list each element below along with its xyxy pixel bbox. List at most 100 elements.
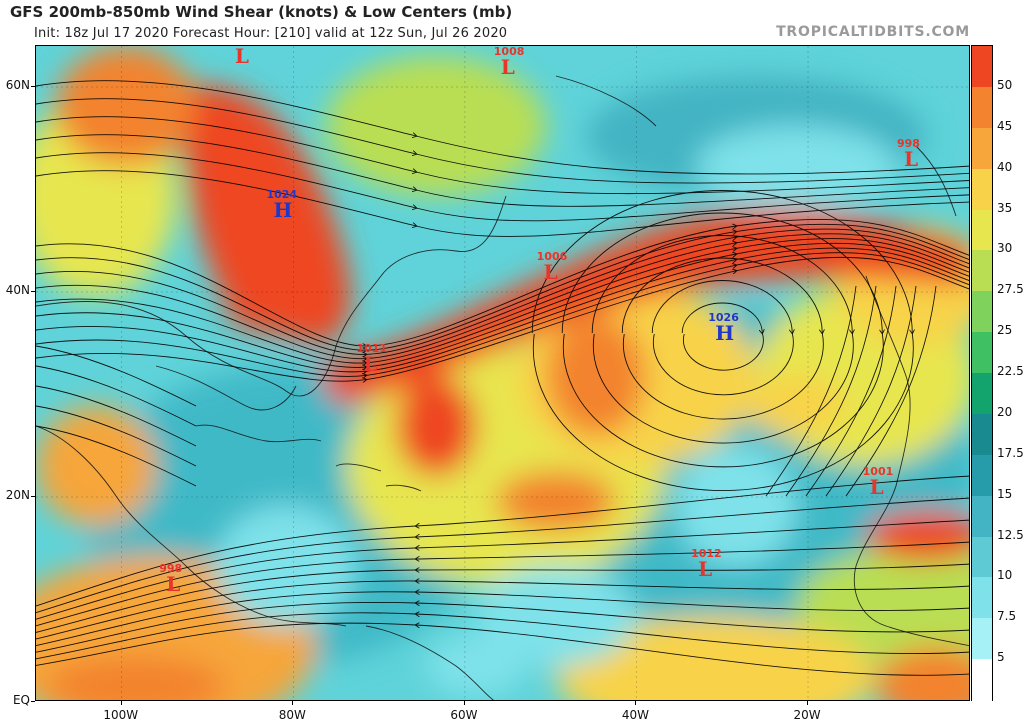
lat-tick <box>31 86 35 87</box>
colorbar-segment <box>972 168 992 210</box>
streamline <box>36 602 969 653</box>
lon-label: 80W <box>278 708 306 722</box>
colorbar-label: 17.5 <box>997 445 1024 460</box>
colorbar-segment <box>972 495 992 537</box>
low-pressure-icon: L <box>166 572 181 597</box>
streamline <box>621 257 823 420</box>
low-pressure-value: 1008 <box>493 45 525 58</box>
lon-label: 60W <box>450 708 478 722</box>
colorbar-label: 20 <box>997 404 1013 419</box>
map-subtitle: Init: 18z Jul 17 2020 Forecast Hour: [21… <box>34 26 508 41</box>
lon-tick <box>463 701 465 705</box>
lat-tick <box>31 291 35 292</box>
streamline <box>36 425 197 487</box>
colorbar-label: 27.5 <box>997 282 1024 297</box>
colorbar-label: 12.5 <box>997 527 1024 542</box>
lat-lon-grid <box>36 46 969 700</box>
low-pressure-icon: L <box>234 45 249 69</box>
colorbar-label: 15 <box>997 486 1013 501</box>
low-pressure-icon: L <box>363 351 378 376</box>
high-pressure-icon: H <box>715 321 735 345</box>
streamline <box>825 285 917 497</box>
streamline <box>36 623 969 676</box>
streamline <box>36 592 969 647</box>
streamline <box>845 285 937 497</box>
map-canvas <box>36 46 969 700</box>
low-pressure-icon: L <box>500 54 515 79</box>
colorbar-label: 45 <box>997 118 1013 133</box>
streamline <box>36 385 197 447</box>
colorbar-segment <box>972 536 992 578</box>
brand-watermark: TROPICALTIDBITS.COM <box>776 24 970 40</box>
lon-label: 20W <box>793 708 821 722</box>
colorbar-segment <box>972 332 992 374</box>
colorbar-segment <box>972 127 992 170</box>
colorbar-label: 25 <box>997 323 1013 338</box>
coastlines <box>36 75 969 700</box>
low-pressure-value: 998 <box>896 136 920 150</box>
lon-tick <box>292 701 294 705</box>
streamline <box>561 212 883 468</box>
streamline <box>765 285 857 497</box>
lat-label: EQ <box>12 693 30 707</box>
colorbar-segment <box>972 250 992 292</box>
wind-shear-map[interactable]: 1008L1008L998L1024H1006L1026H1011L1001L1… <box>35 45 970 701</box>
low-pressure-icon: L <box>869 474 884 499</box>
streamline <box>36 80 969 175</box>
colorbar-label: 22.5 <box>997 364 1024 378</box>
lon-tick <box>635 701 637 705</box>
wind-streamlines <box>36 80 969 676</box>
high-pressure-icon: H <box>273 198 293 222</box>
low-pressure-icon: L <box>543 259 558 284</box>
streamline <box>36 475 969 607</box>
colorbar-segment <box>972 209 992 251</box>
low-pressure-value: 998 <box>159 562 183 576</box>
streamline <box>36 98 969 184</box>
colorbar-segment <box>972 577 992 619</box>
lat-tick <box>31 496 35 497</box>
low-pressure-value: 1001 <box>862 464 894 478</box>
colorbar-segment <box>972 454 992 497</box>
low-pressure-value: 1012 <box>691 546 722 560</box>
colorbar-label: 40 <box>997 159 1013 174</box>
low-pressure-icon: L <box>698 556 713 581</box>
high-pressure-value: 1024 <box>266 188 298 201</box>
low-pressure-value: 1011 <box>356 341 388 355</box>
streamline <box>36 170 969 237</box>
streamline <box>36 581 969 640</box>
streamline <box>805 285 897 497</box>
lat-label: 60N <box>5 78 30 92</box>
streamline <box>36 345 197 407</box>
streamline <box>36 152 969 222</box>
streamline <box>36 541 969 627</box>
colorbar-label: 7.5 <box>997 609 1017 624</box>
colorbar-segment <box>972 46 992 88</box>
colorbar-segment <box>972 291 992 333</box>
streamline <box>36 613 969 660</box>
colorbar-label: 30 <box>997 241 1013 256</box>
colorbar-segment <box>972 618 992 660</box>
lon-label: 40W <box>621 708 650 722</box>
colorbar-label: 35 <box>997 200 1013 215</box>
high-pressure-value: 1026 <box>708 311 739 324</box>
wind-shear-shading <box>36 46 969 700</box>
streamline <box>681 302 763 371</box>
colorbar-segment <box>972 413 992 456</box>
colorbar-label: 5 <box>997 650 1005 665</box>
colorbar-label: 50 <box>997 77 1013 92</box>
streamline <box>36 256 969 381</box>
colorbar-label: 10 <box>997 568 1013 583</box>
map-title: GFS 200mb-850mb Wind Shear (knots) & Low… <box>10 3 513 21</box>
lat-tick <box>31 701 35 702</box>
streamline <box>36 365 197 427</box>
colorbar-segment <box>972 373 992 415</box>
streamline <box>651 280 793 396</box>
lat-label: 40N <box>5 283 30 297</box>
lon-label: 100W <box>103 708 139 722</box>
streamline <box>36 563 969 633</box>
shear-colorbar <box>971 45 993 701</box>
lat-label: 20N <box>5 488 30 502</box>
streamline <box>36 519 969 620</box>
streamline <box>591 235 853 444</box>
colorbar-segment <box>972 86 992 129</box>
